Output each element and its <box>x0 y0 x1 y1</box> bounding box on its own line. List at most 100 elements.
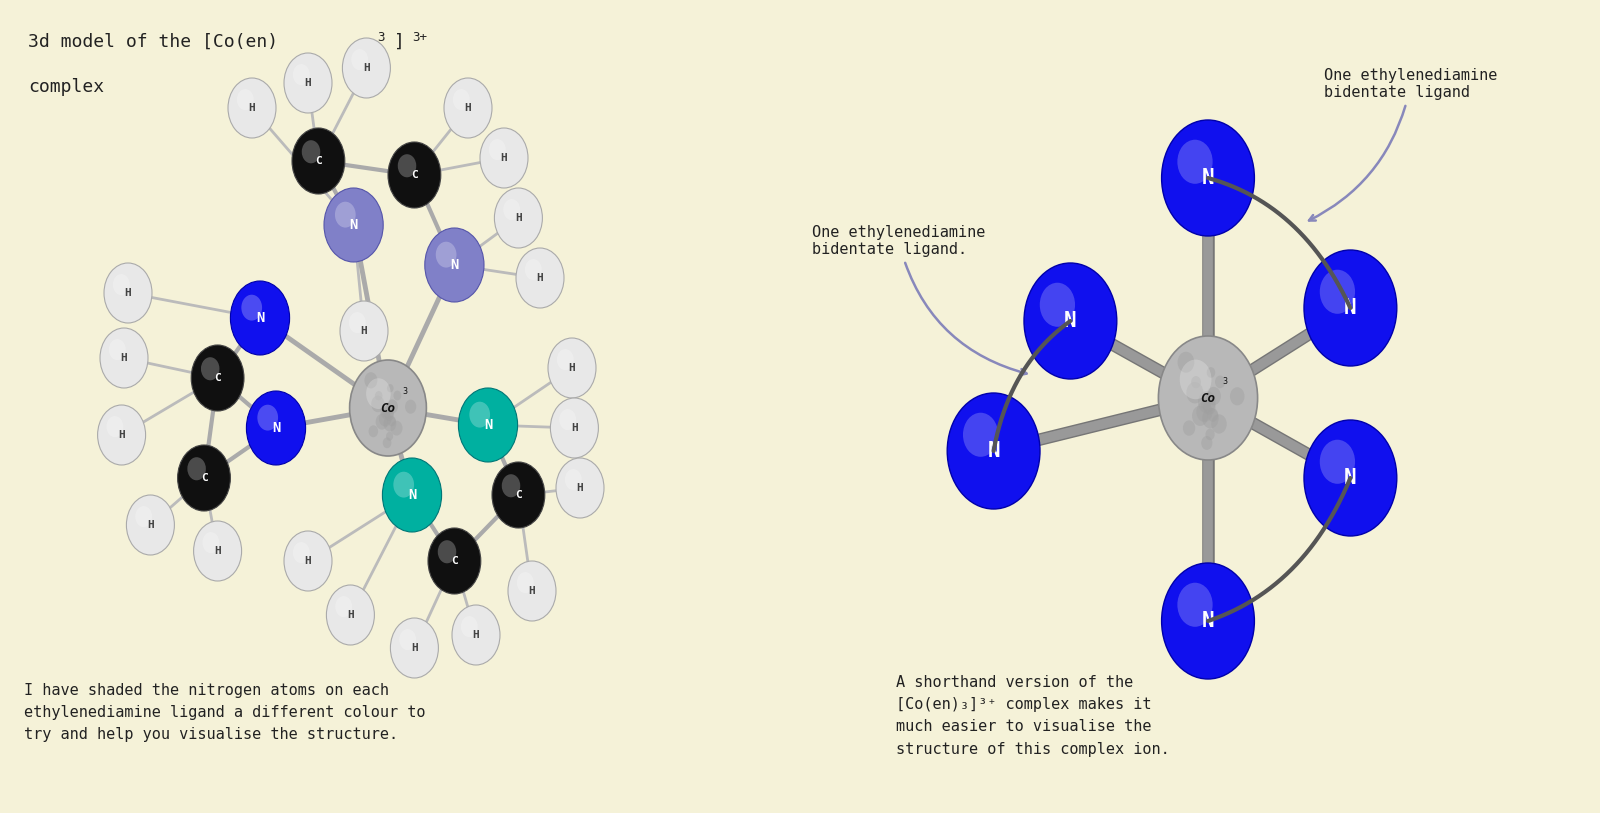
Text: H: H <box>515 213 522 223</box>
Circle shape <box>1304 420 1397 536</box>
Text: One ethylenediamine
bidentate ligand: One ethylenediamine bidentate ligand <box>1309 68 1498 220</box>
Text: H: H <box>214 546 221 556</box>
Circle shape <box>285 53 333 113</box>
Circle shape <box>384 415 397 432</box>
Circle shape <box>384 409 394 421</box>
Circle shape <box>390 618 438 678</box>
Circle shape <box>1040 283 1075 327</box>
Circle shape <box>1190 376 1202 389</box>
Text: One ethylenediamine
bidentate ligand.: One ethylenediamine bidentate ligand. <box>813 225 1027 375</box>
Circle shape <box>515 248 563 308</box>
Text: N: N <box>450 258 459 272</box>
Circle shape <box>1162 563 1254 679</box>
Text: N: N <box>1202 168 1214 188</box>
Circle shape <box>1203 399 1216 415</box>
Text: ]: ] <box>394 33 405 51</box>
Circle shape <box>1206 367 1216 378</box>
Circle shape <box>1178 352 1194 372</box>
Text: 3: 3 <box>378 31 386 44</box>
Circle shape <box>293 64 310 85</box>
Text: 3d model of the [Co(en): 3d model of the [Co(en) <box>29 33 278 51</box>
Text: H: H <box>120 353 128 363</box>
Circle shape <box>382 458 442 532</box>
Circle shape <box>1320 440 1355 484</box>
Circle shape <box>1202 436 1213 450</box>
Circle shape <box>99 328 147 388</box>
Text: N: N <box>1344 298 1357 318</box>
Circle shape <box>469 402 490 428</box>
Text: N: N <box>483 418 493 432</box>
Circle shape <box>366 378 390 409</box>
Circle shape <box>387 416 395 426</box>
Text: N: N <box>1344 468 1357 488</box>
Circle shape <box>1198 391 1216 413</box>
Circle shape <box>237 89 254 110</box>
Circle shape <box>565 469 582 490</box>
Text: N: N <box>256 311 264 325</box>
Circle shape <box>336 596 352 617</box>
Circle shape <box>424 228 483 302</box>
Text: C: C <box>515 490 522 500</box>
Circle shape <box>458 388 518 462</box>
Circle shape <box>1206 387 1221 405</box>
Circle shape <box>323 188 384 262</box>
Circle shape <box>1211 415 1227 433</box>
Circle shape <box>525 259 542 280</box>
Circle shape <box>229 78 277 138</box>
Text: H: H <box>464 103 472 113</box>
Circle shape <box>517 572 534 593</box>
Circle shape <box>490 139 506 160</box>
Circle shape <box>1230 387 1245 406</box>
Circle shape <box>560 409 576 430</box>
Circle shape <box>109 339 126 360</box>
Circle shape <box>480 128 528 188</box>
Circle shape <box>202 357 219 380</box>
Circle shape <box>547 338 595 398</box>
Text: H: H <box>411 643 418 653</box>
Circle shape <box>98 405 146 465</box>
Circle shape <box>1208 408 1218 422</box>
Circle shape <box>387 142 440 208</box>
Circle shape <box>371 396 384 412</box>
Text: H: H <box>363 63 370 73</box>
Circle shape <box>386 432 394 441</box>
Circle shape <box>1202 398 1211 410</box>
Circle shape <box>1205 428 1214 440</box>
Circle shape <box>557 349 574 370</box>
Circle shape <box>438 540 456 563</box>
Circle shape <box>509 561 557 621</box>
Circle shape <box>502 474 520 498</box>
Circle shape <box>352 49 368 70</box>
Circle shape <box>400 629 416 650</box>
Text: H: H <box>360 326 368 336</box>
Text: 3+: 3+ <box>413 31 427 44</box>
Text: Co: Co <box>381 402 395 415</box>
Circle shape <box>242 294 262 320</box>
Circle shape <box>293 542 310 563</box>
Text: Co: Co <box>1200 392 1216 405</box>
Circle shape <box>376 414 389 429</box>
Text: I have shaded the nitrogen atoms on each
ethylenediamine ligand a different colo: I have shaded the nitrogen atoms on each… <box>24 683 426 742</box>
Circle shape <box>453 89 470 110</box>
Circle shape <box>1192 406 1208 426</box>
Circle shape <box>246 391 306 465</box>
Circle shape <box>429 528 480 594</box>
Circle shape <box>1162 120 1254 236</box>
Circle shape <box>104 263 152 323</box>
Circle shape <box>405 400 416 414</box>
Text: H: H <box>347 610 354 620</box>
Circle shape <box>947 393 1040 509</box>
Circle shape <box>1320 270 1355 314</box>
Text: C: C <box>451 556 458 566</box>
Circle shape <box>342 38 390 98</box>
Circle shape <box>1202 408 1219 428</box>
Text: N: N <box>1202 611 1214 631</box>
Circle shape <box>1186 382 1203 403</box>
Circle shape <box>963 413 998 457</box>
Circle shape <box>368 425 378 437</box>
Circle shape <box>390 420 403 436</box>
Text: complex: complex <box>29 78 104 96</box>
Circle shape <box>1158 336 1258 460</box>
Circle shape <box>302 140 320 163</box>
Circle shape <box>374 391 382 401</box>
